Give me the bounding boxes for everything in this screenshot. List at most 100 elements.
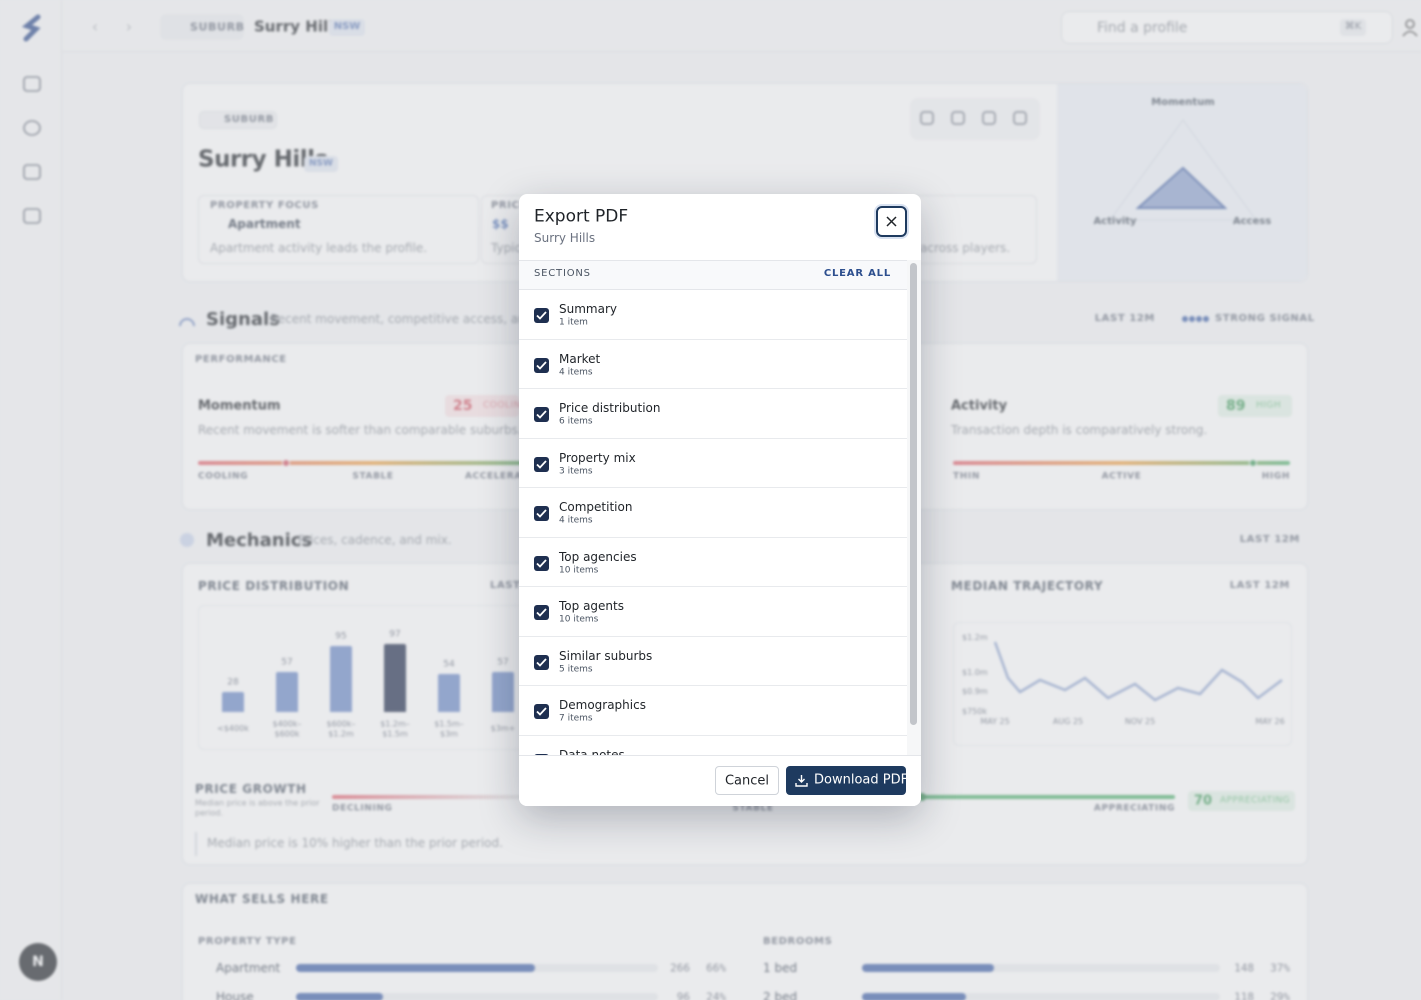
section-checkbox[interactable] bbox=[534, 456, 549, 472]
section-checkbox[interactable] bbox=[534, 357, 549, 373]
check-mark bbox=[536, 558, 547, 568]
gauge-track bbox=[953, 461, 1290, 465]
locate-button[interactable] bbox=[981, 110, 997, 126]
scale-label: HIGH bbox=[1261, 471, 1290, 482]
close-button[interactable] bbox=[876, 206, 907, 237]
check-icon bbox=[536, 707, 547, 716]
card-title: WHAT SELLS HERE bbox=[195, 892, 329, 906]
row-count: 148 bbox=[1234, 961, 1254, 975]
share-bar bbox=[862, 964, 995, 972]
row-share: 29% bbox=[1270, 990, 1290, 1000]
price-bar bbox=[276, 672, 298, 712]
section-row[interactable]: Similar suburbs 5 items bbox=[519, 637, 907, 686]
radar-label: Access bbox=[1232, 216, 1272, 227]
chart-box bbox=[953, 622, 1292, 746]
user-avatar[interactable]: N bbox=[19, 943, 57, 981]
clear-all-button[interactable]: CLEAR ALL bbox=[823, 268, 891, 279]
bar-value: 97 bbox=[389, 629, 401, 640]
download-button[interactable] bbox=[1012, 110, 1028, 126]
section-checkbox[interactable] bbox=[534, 506, 549, 521]
radar-label: Momentum bbox=[1151, 97, 1215, 108]
metric-score: 89 bbox=[1226, 398, 1246, 414]
favourite-button[interactable] bbox=[919, 110, 935, 126]
card-period: LAST 12M bbox=[1229, 580, 1290, 591]
growth-level: APPRECIATING bbox=[1220, 795, 1291, 806]
trend-line bbox=[993, 641, 1283, 702]
section-row[interactable]: Market 4 items bbox=[519, 340, 907, 389]
section-count: 4 items bbox=[559, 515, 593, 526]
section-checkbox[interactable] bbox=[534, 605, 549, 620]
section-checkbox[interactable] bbox=[534, 555, 549, 571]
share-bar bbox=[862, 993, 966, 1000]
scrollbar-thumb[interactable] bbox=[910, 263, 917, 725]
row-count: 96 bbox=[676, 990, 690, 1000]
search-shortcut: ⌘K bbox=[1344, 21, 1362, 32]
section-checkbox[interactable] bbox=[534, 654, 549, 670]
nav-saved[interactable] bbox=[22, 206, 42, 226]
metric-score: 25 bbox=[453, 398, 473, 414]
section-row[interactable]: Data notes bbox=[519, 736, 907, 755]
section-subtitle: Prices, cadence, and mix. bbox=[298, 533, 452, 547]
row-count: 266 bbox=[670, 961, 690, 975]
signal-dot bbox=[1203, 316, 1209, 322]
what-sells-card bbox=[182, 883, 1308, 1000]
compare-button[interactable] bbox=[950, 110, 966, 126]
scale-label: DECLINING bbox=[332, 803, 393, 814]
section-checkbox[interactable] bbox=[534, 407, 549, 422]
gauge-marker bbox=[918, 793, 927, 801]
section-checkbox[interactable] bbox=[534, 753, 549, 755]
metric-note: Recent movement is softer than comparabl… bbox=[198, 423, 522, 437]
download-button[interactable]: Download PDF bbox=[786, 766, 908, 795]
price-bar bbox=[438, 674, 460, 712]
export-dialog: Export PDF Surry Hills SECTIONS CLEAR ALL Su… bbox=[519, 194, 921, 806]
check-icon bbox=[536, 410, 547, 419]
bar-value: 57 bbox=[281, 657, 293, 668]
row-share: 24% bbox=[706, 990, 726, 1000]
focus-value: Apartment bbox=[228, 217, 301, 231]
signal-strength: STRONG SIGNAL bbox=[1215, 313, 1315, 324]
header-badge: NSW bbox=[309, 158, 333, 169]
action-icon bbox=[951, 111, 965, 125]
section-checkbox[interactable] bbox=[534, 308, 549, 323]
section-name: Similar suburbs bbox=[559, 648, 653, 663]
close-x bbox=[886, 216, 897, 227]
signal-dots bbox=[1182, 316, 1209, 322]
median-line bbox=[993, 641, 1283, 702]
section-row[interactable]: Competition 4 items bbox=[519, 488, 907, 538]
bar-category: $1.2m–$1.5m bbox=[380, 719, 410, 738]
section-count: 4 items bbox=[559, 367, 593, 377]
section-row[interactable]: Summary 1 item bbox=[519, 290, 907, 340]
account-icon[interactable] bbox=[1400, 17, 1420, 37]
section-row[interactable]: Top agencies 10 items bbox=[519, 538, 907, 587]
section-row[interactable]: Property mix 3 items bbox=[519, 439, 907, 488]
search-box[interactable] bbox=[1061, 11, 1393, 44]
scale-label: APPRECIATING bbox=[1093, 803, 1175, 814]
x-tick-label: MAY 25 bbox=[980, 717, 1010, 726]
sections-header bbox=[519, 260, 921, 290]
nav-explore[interactable] bbox=[22, 118, 42, 138]
check-mark bbox=[536, 459, 547, 469]
nav-compare[interactable] bbox=[22, 162, 42, 182]
row-share: 66% bbox=[706, 961, 726, 975]
share-track bbox=[862, 964, 1220, 972]
signal-dot bbox=[1182, 316, 1188, 322]
scale-label: ACTIVE bbox=[1101, 471, 1142, 482]
section-checkbox[interactable] bbox=[534, 704, 549, 719]
check-mark bbox=[536, 707, 547, 716]
logo-mark bbox=[21, 14, 41, 42]
section-count: 7 items bbox=[559, 713, 593, 724]
section-row[interactable]: Top agents 10 items bbox=[519, 587, 907, 637]
growth-note: Median price is above the prior period. bbox=[195, 798, 320, 818]
nav-reports[interactable] bbox=[22, 74, 42, 94]
section-title: Signals bbox=[206, 309, 280, 330]
price-bar bbox=[330, 645, 352, 712]
check-mark bbox=[536, 360, 547, 370]
cancel-button[interactable]: Cancel bbox=[715, 766, 779, 795]
section-row[interactable]: Price distribution 6 items bbox=[519, 389, 907, 439]
y-tick-label: $1.0m bbox=[962, 668, 988, 677]
section-row[interactable]: Demographics 7 items bbox=[519, 686, 907, 736]
check-icon bbox=[536, 360, 547, 370]
right-note: across players. bbox=[920, 241, 1011, 255]
bar-category: $1.5m–$3m bbox=[434, 719, 464, 738]
